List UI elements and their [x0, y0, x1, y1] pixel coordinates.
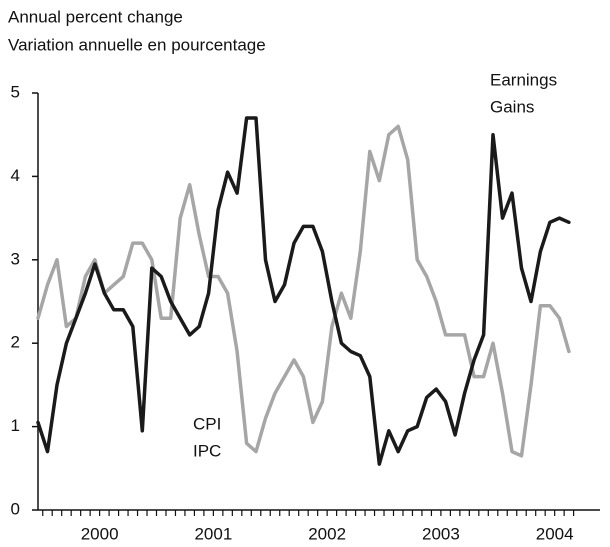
y-tick-label: 3 [11, 249, 20, 268]
y-tick-label: 0 [11, 499, 20, 518]
x-tick-label: 2003 [422, 524, 460, 543]
x-tick-label: 2001 [194, 524, 232, 543]
x-tick-label: 2004 [536, 524, 574, 543]
y-tick-label: 2 [11, 333, 20, 352]
series-label: IPC [193, 441, 221, 460]
series-line [36, 124, 571, 458]
series-label: CPI [193, 414, 221, 433]
y-axis-title: Annual percent change [8, 7, 183, 26]
y-tick-label: 5 [11, 82, 20, 101]
series-line [36, 116, 571, 466]
y-axis-title: Variation annuelle en pourcentage [8, 35, 266, 54]
y-tick-label: 4 [11, 166, 20, 185]
y-tick-label: 1 [11, 416, 20, 435]
series-label: Earnings [490, 70, 557, 89]
x-tick-label: 2000 [81, 524, 119, 543]
x-tick-label: 2002 [308, 524, 346, 543]
series-label: Gains [490, 97, 534, 116]
